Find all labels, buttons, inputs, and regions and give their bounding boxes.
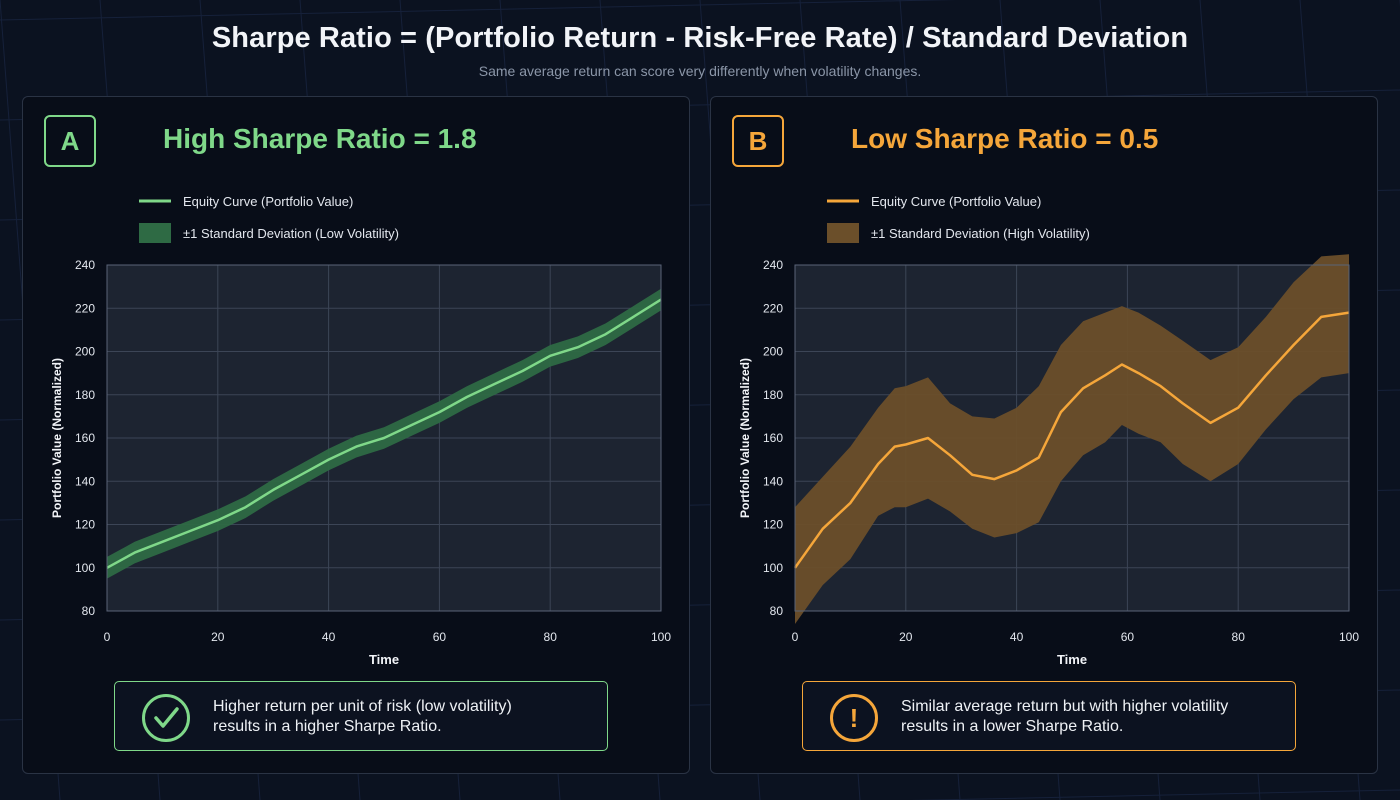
legend-label: Equity Curve (Portfolio Value) [871,194,1041,209]
y-tick-label: 200 [75,345,95,359]
x-tick-label: 60 [433,630,447,644]
plot-border [794,264,1350,612]
x-tick-label: 40 [1010,630,1024,644]
y-tick-label: 120 [763,518,783,532]
y-tick-label: 180 [75,388,95,402]
panel-badge: B [732,115,784,167]
page-title: Sharpe Ratio = (Portfolio Return - Risk-… [211,22,1189,54]
callout-line: results in a higher Sharpe Ratio. [213,718,442,735]
y-axis-label: Portfolio Value (Normalized) [50,358,64,518]
page-subtitle: Same average return can score very diffe… [478,63,922,79]
exclamation-circle-icon: ! [830,694,878,742]
callout-box: ! Similar average return but with higher… [802,681,1296,751]
chart-legend: Equity Curve (Portfolio Value) ±1 Standar… [139,194,399,243]
y-tick-label: 180 [763,388,783,402]
callout-text: Similar average return but with higher v… [901,697,1228,737]
y-axis-label: Portfolio Value (Normalized) [738,358,752,518]
y-tick-label: 140 [763,474,783,488]
callout-text: Higher return per unit of risk (low vola… [213,697,512,737]
panel-badge: A [44,115,96,167]
x-tick-label: 0 [104,630,111,644]
y-tick-label: 140 [75,474,95,488]
plot-border [106,264,662,612]
check-circle-icon [142,694,190,742]
y-tick-label: 80 [770,604,784,618]
header: Sharpe Ratio = (Portfolio Return - Risk-… [0,0,1400,79]
callout-line: results in a lower Sharpe Ratio. [901,718,1124,735]
x-tick-label: 40 [322,630,336,644]
equity-curve-line [793,311,1350,569]
legend-band-swatch [827,223,859,243]
equity-chart-high-sharpe: Equity Curve (Portfolio Value) ±1 Standar… [50,194,671,667]
x-tick-label: 100 [651,630,671,644]
equity-curve-line [106,298,662,569]
x-tick-label: 80 [1232,630,1246,644]
chart-legend: Equity Curve (Portfolio Value) ±1 Standar… [827,194,1090,243]
panel-title: High Sharpe Ratio = 1.8 [163,123,477,154]
y-tick-label: 220 [763,301,783,315]
y-tick-label: 80 [82,604,96,618]
std-dev-band [795,254,1349,624]
legend-label: Equity Curve (Portfolio Value) [183,194,353,209]
panel-low-sharpe: B Low Sharpe Ratio = 0.5 Equity Curve (P… [710,96,1378,774]
x-tick-label: 60 [1121,630,1135,644]
y-tick-label: 200 [763,345,783,359]
x-tick-label: 80 [544,630,558,644]
x-axis-label: Time [369,652,399,667]
panel-high-sharpe: A High Sharpe Ratio = 1.8 Equity Curve (… [22,96,690,774]
callout-box: Higher return per unit of risk (low vola… [114,681,608,751]
x-tick-label: 20 [899,630,913,644]
x-tick-label: 0 [792,630,799,644]
legend-band-swatch [139,223,171,243]
y-tick-label: 160 [75,431,95,445]
x-tick-label: 20 [211,630,225,644]
panel-title: Low Sharpe Ratio = 0.5 [851,123,1159,154]
y-tick-label: 240 [75,258,95,272]
callout-line: Higher return per unit of risk (low vola… [213,698,512,715]
y-tick-label: 120 [75,518,95,532]
x-axis-label: Time [1057,652,1087,667]
x-tick-label: 100 [1339,630,1359,644]
y-tick-label: 160 [763,431,783,445]
legend-label: ±1 Standard Deviation (High Volatility) [871,226,1090,241]
legend-label: ±1 Standard Deviation (Low Volatility) [183,226,399,241]
y-tick-label: 100 [763,561,783,575]
y-tick-label: 100 [75,561,95,575]
y-tick-label: 220 [75,301,95,315]
y-tick-label: 240 [763,258,783,272]
equity-chart-low-sharpe: Equity Curve (Portfolio Value) ±1 Standar… [738,194,1359,667]
callout-line: Similar average return but with higher v… [901,698,1229,715]
